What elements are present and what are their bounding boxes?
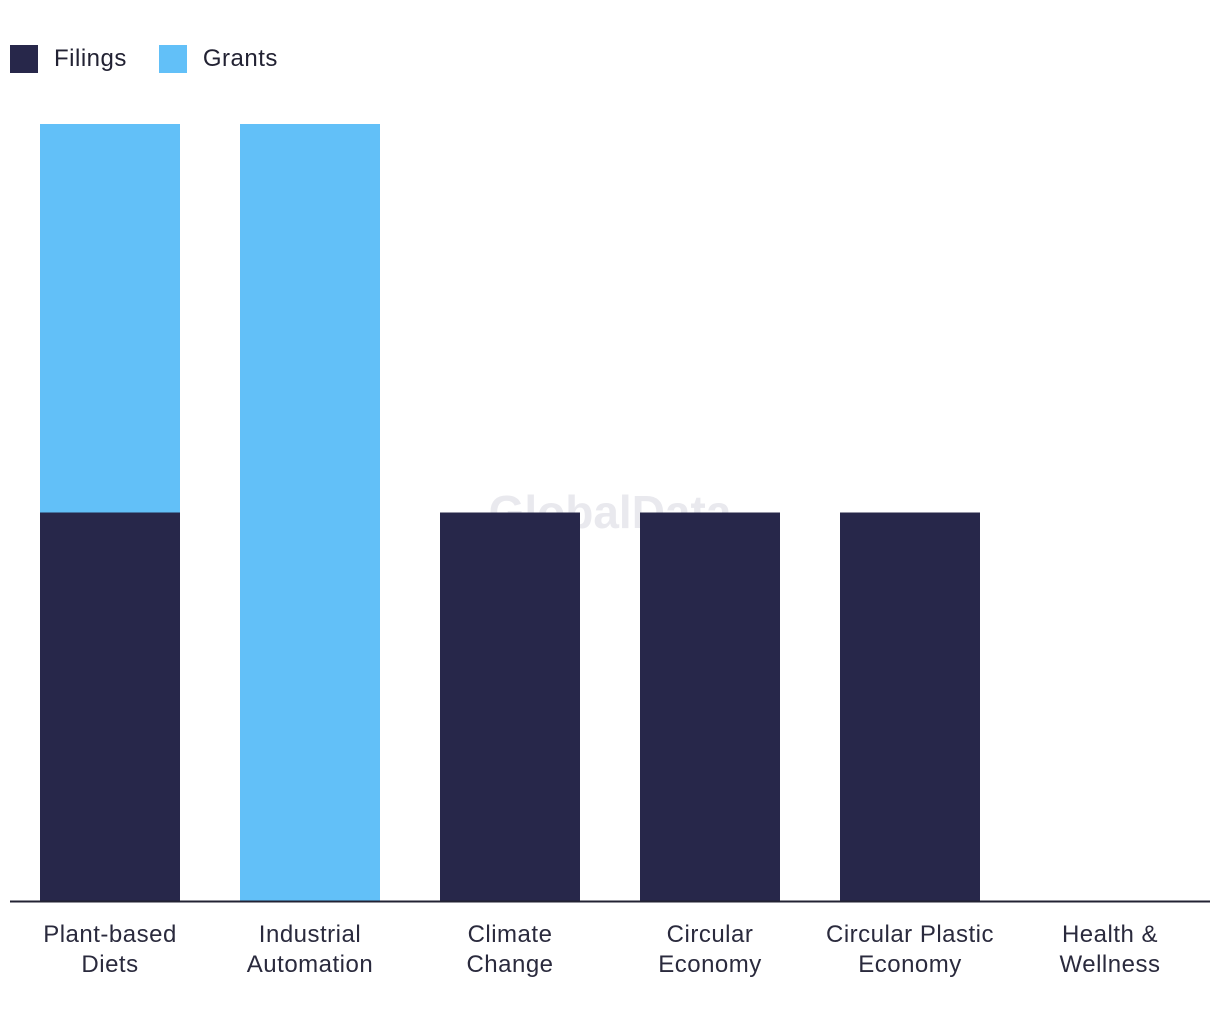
x-axis-labels: Plant-based Diets Industrial Automation Clim…: [43, 921, 1160, 978]
x-tick-label-line: Economy: [858, 951, 962, 978]
bar-grants-0: [40, 124, 180, 513]
legend-label-grants: Grants: [202, 45, 278, 72]
bar-grants-1: [240, 124, 380, 901]
x-tick-label: Climate Change: [466, 921, 553, 978]
x-tick-label-line: Climate: [468, 921, 553, 948]
x-tick-label-line: Health &: [1062, 921, 1158, 948]
legend-item-filings: Filings: [10, 45, 127, 73]
legend-swatch-grants: [158, 45, 187, 73]
x-tick-label-line: Industrial: [259, 921, 361, 948]
x-tick-label-line: Wellness: [1060, 951, 1161, 978]
bar-filings-0: [40, 512, 180, 901]
x-tick-label: Health & Wellness: [1060, 921, 1161, 978]
x-tick-label-line: Circular: [667, 921, 754, 948]
x-tick-label-line: Economy: [658, 951, 762, 978]
legend-label-filings: Filings: [54, 45, 127, 72]
bar-group: [40, 124, 980, 901]
x-tick-label: Industrial Automation: [247, 921, 373, 978]
bar-filings-2: [440, 512, 580, 901]
x-tick-label-line: Circular Plastic: [826, 921, 994, 948]
x-tick-label-line: Automation: [247, 951, 373, 978]
legend-swatch-filings: [10, 45, 38, 73]
x-tick-label: Circular Plastic Economy: [826, 921, 994, 978]
x-tick-label: Plant-based Diets: [43, 921, 177, 978]
x-tick-label: Circular Economy: [658, 921, 762, 978]
legend-item-grants: Grants: [158, 45, 278, 73]
chart-legend: Filings Grants: [10, 42, 310, 76]
bar-filings-3: [640, 512, 780, 901]
x-tick-label-line: Change: [466, 951, 553, 978]
x-tick-label-line: Plant-based: [43, 921, 177, 948]
bar-filings-4: [840, 512, 980, 901]
x-tick-label-line: Diets: [81, 951, 138, 978]
